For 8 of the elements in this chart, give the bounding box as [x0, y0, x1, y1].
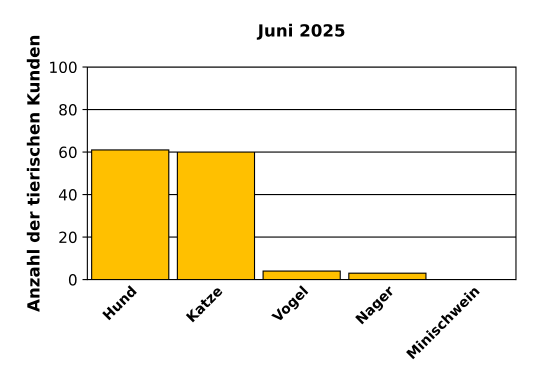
y-tick-label: 20 — [59, 232, 77, 244]
y-axis-title: Anzahl der tierischen Kunden — [26, 36, 40, 312]
y-tick-label: 40 — [58, 189, 77, 201]
y-tick-label: 0 — [68, 274, 77, 286]
chart-title: Juni 2025 — [256, 24, 344, 40]
y-tick-label: 60 — [59, 146, 77, 158]
y-tick-label: 80 — [59, 104, 77, 116]
y-tick-label: 100 — [50, 61, 77, 74]
